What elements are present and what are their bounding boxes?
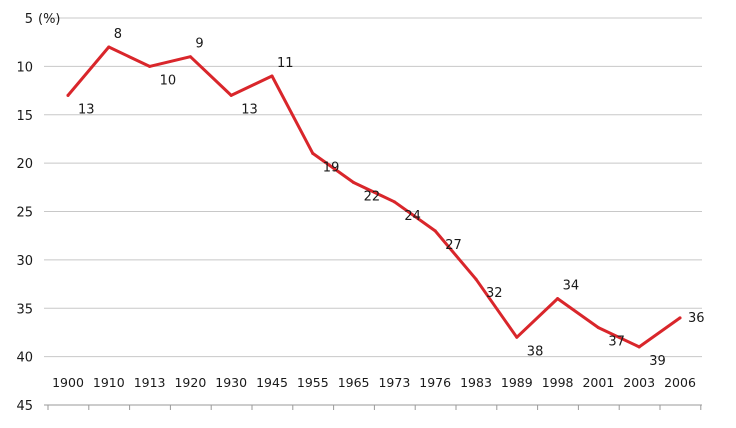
x-axis-tick-labels: 1900 1910 1913 1920 1930 1945 1955 1965 1973 1976… [52, 375, 696, 390]
data-point-1900 [66, 93, 70, 97]
data-point-1973 [392, 200, 396, 204]
data-point-1945 [270, 74, 274, 78]
x-tick-label-1983: 1983 [460, 375, 492, 390]
data-point-1910 [107, 45, 111, 49]
y-tick-label-10: 10 [16, 60, 33, 75]
y-tick-label-30: 30 [16, 254, 33, 269]
data-labels: 13 8 10 9 13 11 19 22 24 27 32 38 34 37 39 36 [78, 27, 705, 369]
data-point-2001 [596, 326, 600, 330]
series-line [66, 45, 682, 349]
x-tick-label-1913: 1913 [134, 375, 166, 390]
data-point-2003 [637, 345, 641, 349]
data-label-1900: 13 [78, 102, 95, 117]
x-tick-label-1973: 1973 [378, 375, 410, 390]
y-tick-label-15: 15 [16, 109, 33, 124]
data-label-1910: 8 [114, 27, 122, 42]
y-tick-label-20: 20 [16, 157, 33, 172]
x-tick-label-1900: 1900 [52, 375, 84, 390]
x-tick-label-2003: 2003 [623, 375, 655, 390]
x-tick-label-2001: 2001 [582, 375, 614, 390]
x-tick-label-1930: 1930 [215, 375, 247, 390]
y-tick-label-5: 5 [25, 12, 33, 27]
data-label-1930: 13 [241, 102, 258, 117]
data-point-1998 [556, 297, 560, 301]
data-point-2006 [678, 316, 682, 320]
data-label-2001: 37 [608, 335, 625, 350]
data-label-2006: 36 [688, 311, 705, 326]
x-tick-label-1945: 1945 [256, 375, 288, 390]
x-tick-label-1998: 1998 [542, 375, 574, 390]
data-label-1983: 32 [486, 286, 503, 301]
data-point-1989 [515, 335, 519, 339]
series-group [66, 45, 682, 349]
data-label-1989: 38 [527, 344, 544, 359]
data-label-2003: 39 [649, 354, 666, 369]
grid-lines [44, 17, 702, 358]
y-tick-label-40: 40 [16, 351, 33, 366]
x-tick-label-1989: 1989 [501, 375, 533, 390]
data-label-1945: 11 [277, 56, 294, 71]
data-point-1983 [474, 277, 478, 281]
x-tick-label-1910: 1910 [93, 375, 125, 390]
y-tick-label-45: 45 [16, 399, 33, 414]
data-label-1965: 22 [364, 189, 381, 204]
data-label-1913: 10 [160, 73, 177, 88]
data-label-1976: 27 [445, 238, 462, 253]
data-point-1955 [311, 151, 315, 155]
data-label-1955: 19 [323, 160, 340, 175]
x-tick-label-1965: 1965 [338, 375, 370, 390]
x-tick-label-1955: 1955 [297, 375, 329, 390]
x-tick-label-1920: 1920 [174, 375, 206, 390]
y-axis-unit-label: (%) [38, 12, 61, 27]
y-tick-label-25: 25 [16, 206, 33, 221]
data-point-1965 [352, 180, 356, 184]
y-tick-label-35: 35 [16, 302, 33, 317]
data-label-1998: 34 [563, 279, 580, 294]
data-point-1913 [148, 64, 152, 68]
data-label-1920: 9 [195, 37, 203, 52]
x-tick-label-1976: 1976 [419, 375, 451, 390]
x-tick-label-2006: 2006 [664, 375, 696, 390]
data-point-1976 [433, 229, 437, 233]
y-axis-tick-labels: 5 10 15 20 25 30 35 40 45 [16, 12, 33, 414]
data-point-1920 [188, 55, 192, 59]
data-point-1930 [229, 93, 233, 97]
data-label-1973: 24 [404, 209, 421, 224]
x-axis [44, 404, 702, 410]
